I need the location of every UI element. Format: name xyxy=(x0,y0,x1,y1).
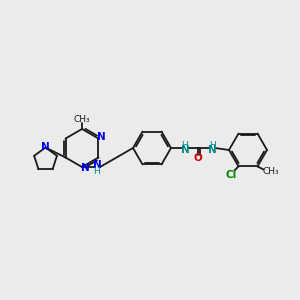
Text: N: N xyxy=(208,145,216,155)
Text: N: N xyxy=(93,160,101,170)
Text: H: H xyxy=(182,140,188,149)
Text: H: H xyxy=(94,167,100,176)
Text: CH₃: CH₃ xyxy=(262,167,279,176)
Text: N: N xyxy=(81,163,89,173)
Text: Cl: Cl xyxy=(226,170,237,181)
Text: N: N xyxy=(41,142,50,152)
Text: N: N xyxy=(97,131,106,142)
Text: CH₃: CH₃ xyxy=(74,116,90,124)
Text: O: O xyxy=(194,153,202,163)
Text: N: N xyxy=(181,145,189,155)
Text: H: H xyxy=(208,140,215,149)
